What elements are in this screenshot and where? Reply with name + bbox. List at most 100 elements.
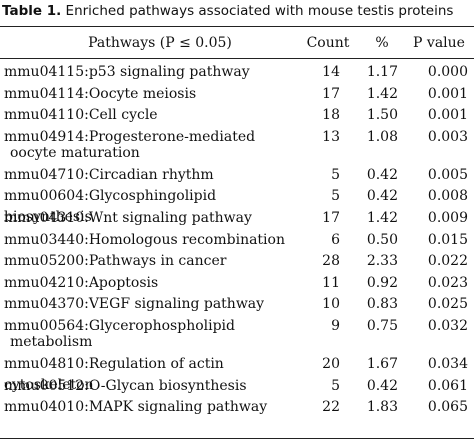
pathway-name: mmu04370:VEGF signaling pathway xyxy=(4,294,304,315)
pathway-name: mmu03440:Homologous recombination xyxy=(4,230,304,251)
pvalue-cell: 0.001 xyxy=(427,107,468,124)
table-body: mmu04115:p53 signaling pathway 14 1.17 0.00… xyxy=(0,62,474,419)
percent-cell: 1.42 xyxy=(366,209,398,226)
pathway-name: mmu04810:Regulation of actin cytoskeleto… xyxy=(4,354,304,396)
count-cell: 9 xyxy=(331,317,340,334)
pathway-name-line1: mmu04710:Circadian rhythm xyxy=(4,166,214,183)
count-cell: 6 xyxy=(331,231,340,248)
pathway-name-line1: mmu04914:Progesterone-mediated xyxy=(4,128,256,145)
count-cell: 11 xyxy=(322,274,340,291)
pathway-name-line1: mmu00512:O-Glycan biosynthesis xyxy=(4,377,247,394)
pathway-name-line2: metabolism xyxy=(10,333,93,350)
count-cell: 14 xyxy=(322,64,340,80)
pvalue-cell: 0.065 xyxy=(427,399,468,416)
percent-cell: 1.42 xyxy=(366,85,398,102)
count-cell: 22 xyxy=(322,399,340,416)
pvalue-cell: 0.003 xyxy=(427,128,468,145)
percent-cell: 0.75 xyxy=(366,317,398,334)
pathway-name-line1: mmu03440:Homologous recombination xyxy=(4,231,285,248)
count-cell: 5 xyxy=(331,166,340,183)
table-header: Pathways (P ≤ 0.05) Count % P value xyxy=(0,30,474,56)
table-row: mmu04710:Circadian rhythm 5 0.42 0.005 xyxy=(0,165,474,187)
percent-cell: 1.50 xyxy=(366,107,398,124)
percent-cell: 1.83 xyxy=(366,399,398,416)
percent-cell: 0.42 xyxy=(366,377,398,394)
table-row: mmu04914:Progesterone-mediated oocyte mat… xyxy=(0,127,474,165)
pathway-name: mmu04710:Circadian rhythm xyxy=(4,165,304,186)
count-cell: 13 xyxy=(322,128,340,145)
pvalue-cell: 0.025 xyxy=(427,296,468,313)
pathway-name: mmu04010:MAPK signaling pathway xyxy=(4,397,304,418)
count-cell: 17 xyxy=(322,209,340,226)
table-row: mmu00604:Glycosphingolipid biosynthesis 5… xyxy=(0,186,474,225)
percent-cell: 0.50 xyxy=(366,231,398,248)
table-caption: Table 1. Enriched pathways associated wi… xyxy=(2,0,453,22)
pathway-name-line1: mmu04310:Wnt signaling pathway xyxy=(4,209,252,226)
table-row: mmu03440:Homologous recombination 6 0.50 0.… xyxy=(0,230,474,252)
pathway-name-line1: mmu04210:Apoptosis xyxy=(4,274,159,291)
pathway-name: mmu04310:Wnt signaling pathway xyxy=(4,208,304,229)
table-row: mmu04010:MAPK signaling pathway 22 1.83 0.0… xyxy=(0,397,474,419)
pathway-name-line1: mmu04370:VEGF signaling pathway xyxy=(4,296,265,313)
pathway-name-line1: mmu04010:MAPK signaling pathway xyxy=(4,399,268,416)
pathway-name: mmu04914:Progesterone-mediated oocyte mat… xyxy=(4,129,304,161)
header-pathways: Pathways (P ≤ 0.05) xyxy=(88,35,232,51)
pvalue-cell: 0.023 xyxy=(427,274,468,291)
table-row: mmu04110:Cell cycle 18 1.50 0.001 xyxy=(0,105,474,127)
header-pvalue: P value xyxy=(413,35,465,51)
pathway-name-line1: mmu00564:Glycerophospholipid xyxy=(4,317,235,334)
percent-cell: 2.33 xyxy=(366,253,398,270)
table-row: mmu05200:Pathways in cancer 28 2.33 0.022 xyxy=(0,251,474,273)
pvalue-cell: 0.034 xyxy=(427,355,468,372)
percent-cell: 1.67 xyxy=(366,355,398,372)
table-number: Table 1. xyxy=(2,3,62,19)
pathway-name: mmu04114:Oocyte meiosis xyxy=(4,84,304,105)
pathway-name-line1: mmu04115:p53 signaling pathway xyxy=(4,64,250,80)
pathway-name-line1: mmu04810:Regulation of actin cytoskeleto… xyxy=(4,355,224,393)
table-row: mmu00512:O-Glycan biosynthesis 5 0.42 0.061 xyxy=(0,376,474,398)
count-cell: 28 xyxy=(322,253,340,270)
count-cell: 5 xyxy=(331,188,340,205)
header-count: Count xyxy=(306,35,350,51)
pvalue-cell: 0.032 xyxy=(427,317,468,334)
count-cell: 5 xyxy=(331,377,340,394)
pathway-name: mmu04110:Cell cycle xyxy=(4,105,304,126)
table-row: mmu04310:Wnt signaling pathway 17 1.42 0.00… xyxy=(0,208,474,230)
pvalue-cell: 0.061 xyxy=(427,377,468,394)
pathway-name: mmu05200:Pathways in cancer xyxy=(4,251,304,272)
pathway-name-line2: oocyte maturation xyxy=(10,144,140,161)
pvalue-cell: 0.015 xyxy=(427,231,468,248)
pvalue-cell: 0.005 xyxy=(427,166,468,183)
table-title: Enriched pathways associated with mouse … xyxy=(61,3,454,19)
table-row: mmu00564:Glycerophospholipid metabolism 9 0… xyxy=(0,316,474,354)
pathway-name-line1: mmu05200:Pathways in cancer xyxy=(4,253,227,270)
percent-cell: 0.83 xyxy=(366,296,398,313)
table-row: mmu04115:p53 signaling pathway 14 1.17 0.00… xyxy=(0,62,474,84)
bottom-rule xyxy=(0,438,474,439)
pathway-name: mmu00604:Glycosphingolipid biosynthesis xyxy=(4,186,304,228)
table-row: mmu04370:VEGF signaling pathway 10 0.83 0.0… xyxy=(0,294,474,316)
percent-cell: 0.92 xyxy=(366,274,398,291)
pvalue-cell: 0.001 xyxy=(427,85,468,102)
count-cell: 17 xyxy=(322,85,340,102)
pathway-name: mmu04115:p53 signaling pathway xyxy=(4,62,304,83)
percent-cell: 0.42 xyxy=(366,188,398,205)
pathway-name: mmu00564:Glycerophospholipid metabolism xyxy=(4,318,304,350)
header-percent: % xyxy=(375,35,389,51)
count-cell: 10 xyxy=(322,296,340,313)
pathway-name: mmu00512:O-Glycan biosynthesis xyxy=(4,376,304,397)
top-rule xyxy=(0,26,474,27)
pathway-name: mmu04210:Apoptosis xyxy=(4,273,304,294)
count-cell: 20 xyxy=(322,355,340,372)
header-rule xyxy=(0,58,474,59)
percent-cell: 1.17 xyxy=(366,64,398,80)
pathway-name-line1: mmu04114:Oocyte meiosis xyxy=(4,85,197,102)
pvalue-cell: 0.022 xyxy=(427,253,468,270)
pathway-name-line1: mmu00604:Glycosphingolipid biosynthesis xyxy=(4,188,217,226)
pathway-name-line1: mmu04110:Cell cycle xyxy=(4,107,158,124)
pvalue-cell: 0.009 xyxy=(427,209,468,226)
count-cell: 18 xyxy=(322,107,340,124)
table-row: mmu04210:Apoptosis 11 0.92 0.023 xyxy=(0,273,474,295)
percent-cell: 0.42 xyxy=(366,166,398,183)
percent-cell: 1.08 xyxy=(366,128,398,145)
